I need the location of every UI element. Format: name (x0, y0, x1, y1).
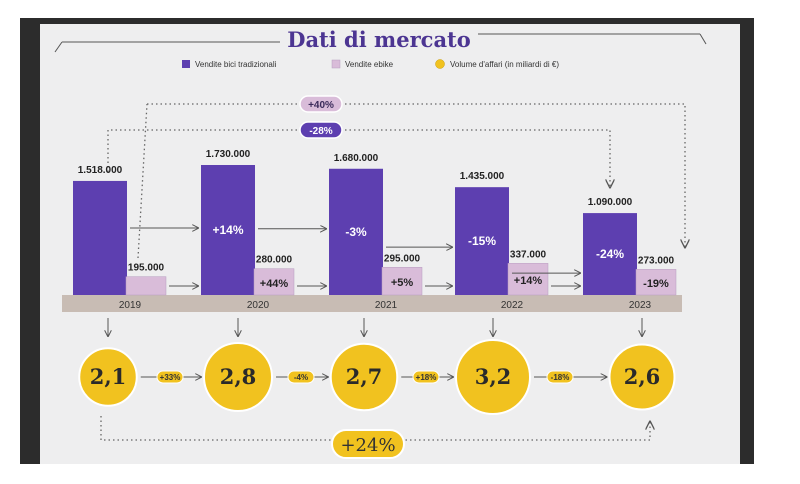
year-baseline-band (62, 295, 682, 312)
year-label-2022: 2022 (501, 300, 524, 311)
bar-traditional-2021 (329, 168, 383, 295)
volume-value-2021: 2,7 (346, 364, 383, 389)
change-traditional-2020: +14% (212, 223, 243, 237)
change-ebike-2023: -19% (643, 278, 669, 290)
pill-trad-longterm: -28% (299, 121, 343, 139)
legend-swatch-volume (435, 59, 445, 69)
ebike-longterm-label: +40% (308, 100, 334, 111)
bar-traditional-2019 (73, 180, 127, 295)
label-traditional-2019: 1.518.000 (78, 165, 123, 176)
legend-swatch-traditional (182, 60, 190, 68)
label-ebike-2023: 273.000 (638, 255, 675, 266)
label-traditional-2022: 1.435.000 (460, 171, 505, 182)
volume-value-2023: 2,6 (624, 364, 661, 389)
bar-ebike-2023 (635, 269, 677, 296)
legend: Vendite bici tradizionali Vendite ebike … (182, 59, 559, 69)
change-traditional-2022: -15% (468, 234, 496, 248)
volume-circle-2023 (608, 343, 676, 411)
volume-circle-2019 (78, 347, 138, 407)
volume-circle-2021 (329, 342, 399, 412)
bar-traditional-2020 (201, 165, 255, 295)
year-label-2020: 2020 (247, 300, 270, 311)
change-traditional-2021: -3% (345, 225, 367, 239)
bar-ebike-2022 (507, 263, 549, 296)
trad-longterm-connector (107, 129, 610, 187)
legend-label-traditional: Vendite bici tradizionali (195, 60, 277, 69)
legend-swatch-ebike (331, 59, 341, 69)
label-ebike-2020: 280.000 (256, 255, 293, 266)
bar-traditional-2022 (455, 187, 509, 295)
chart-title: Dati di mercato (287, 27, 471, 52)
volume-change-pill-2021 (287, 370, 315, 384)
change-ebike-2020: +44% (260, 278, 289, 290)
label-ebike-2021: 295.000 (384, 253, 421, 264)
volume-value-2019: 2,1 (90, 364, 127, 389)
volume-circle-2022 (455, 339, 531, 415)
title-rule-right-drop (699, 33, 707, 45)
pill-volume-longterm: +24% (331, 429, 405, 459)
bar-ebike-2019 (125, 276, 167, 296)
year-label-2019: 2019 (119, 300, 142, 311)
year-label-2021: 2021 (375, 300, 398, 311)
volume-change-pill-2023 (546, 370, 574, 384)
volume-circle-2020 (203, 342, 273, 412)
change-traditional-2023: -24% (596, 247, 624, 261)
volume-value-2022: 3,2 (475, 364, 512, 389)
volume-layer: 2,1 2,8 2,7 3,2 2,6 +33% -4% +18% -18% (78, 318, 676, 415)
trad-longterm-label: -28% (309, 126, 332, 137)
label-ebike-2022: 337.000 (510, 249, 547, 260)
volume-change-2023: -18% (551, 373, 570, 382)
year-label-2023: 2023 (629, 300, 652, 311)
bar-ebike-2020 (253, 268, 295, 296)
change-ebike-2021: +5% (391, 277, 414, 289)
bar-ebike-2021 (381, 267, 423, 296)
label-ebike-2019: 195.000 (128, 263, 165, 274)
label-traditional-2023: 1.090.000 (588, 197, 633, 208)
label-traditional-2020: 1.730.000 (206, 149, 251, 160)
bars-layer: 1.518.000 195.000 2019 1.730.000 +14% 280.000… (73, 149, 677, 311)
volume-change-pill-2022 (412, 370, 440, 384)
legend-label-volume: Volume d'affari (in miliardi di €) (450, 60, 559, 69)
bar-traditional-2023 (583, 213, 637, 295)
volume-longterm-label: +24% (340, 435, 395, 456)
volume-value-2020: 2,8 (220, 364, 257, 389)
pill-ebike-longterm: +40% (299, 95, 343, 113)
ebike-2019-connector (137, 103, 148, 259)
volume-change-2021: -4% (294, 373, 308, 382)
volume-change-2022: +18% (416, 373, 437, 382)
title-rule-left-drop (54, 41, 63, 53)
volume-change-pill-2020 (156, 370, 184, 384)
label-traditional-2021: 1.680.000 (334, 153, 379, 164)
change-ebike-2022: +14% (514, 275, 543, 287)
volume-change-2020: +33% (160, 373, 181, 382)
legend-label-ebike: Vendite ebike (345, 60, 394, 69)
